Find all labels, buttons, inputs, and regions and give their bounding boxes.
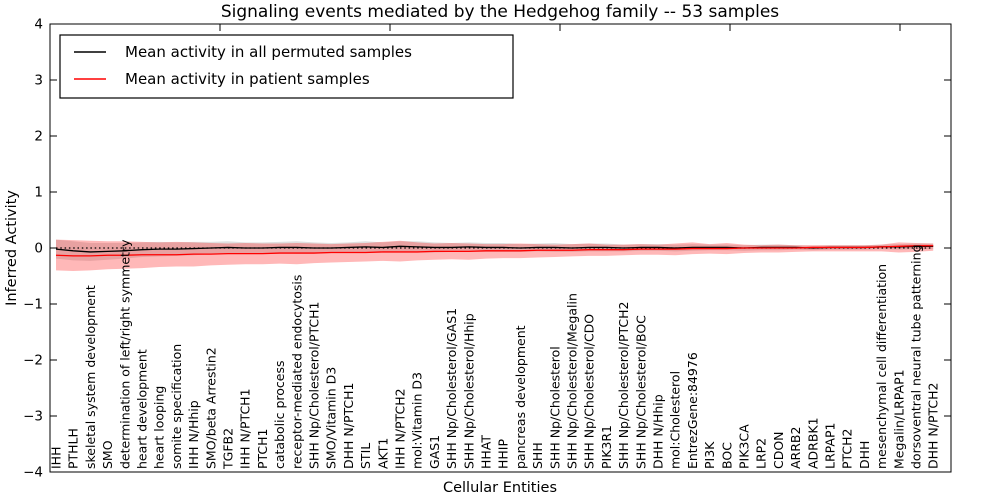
y-tick-label: 2	[34, 129, 43, 145]
legend-label-permuted: Mean activity in all permuted samples	[125, 43, 412, 61]
axes-frame	[49, 23, 952, 473]
entity-tick-label: PIK3R1	[599, 425, 614, 469]
chart-title: Signaling events mediated by the Hedgeho…	[221, 2, 779, 22]
entity-tick-label: IHH N/PTCH2	[393, 388, 408, 469]
entity-tick-label: mesenchymal cell differentiation	[874, 264, 889, 469]
entity-tick-label: GAS1	[427, 435, 442, 469]
entity-tick-label: PIK3CA	[737, 424, 752, 469]
entity-tick-label: catabolic process	[272, 360, 287, 469]
entity-tick-label: IHH	[49, 447, 64, 470]
y-tick-label: −2	[23, 353, 43, 369]
y-tick-label: −4	[23, 465, 43, 481]
entity-tick-label: SHH Np/Cholesterol	[547, 346, 562, 469]
entity-tick-label: SHH Np/Cholesterol/CDO	[582, 314, 597, 469]
legend-label-patient: Mean activity in patient samples	[125, 70, 370, 88]
band-patient	[56, 239, 934, 271]
entity-tick-label: mol:Cholesterol	[668, 371, 683, 469]
y-tick-label: 3	[34, 73, 43, 89]
entity-tick-label: ADRBK1	[805, 417, 820, 469]
y-tick-label: −3	[23, 409, 43, 425]
entity-tick-label: BOC	[719, 442, 734, 469]
x-axis-entity-labels: IHH PTHLH skeletal system development SMO de…	[49, 239, 941, 470]
entity-tick-label: pancreas development	[513, 325, 528, 469]
entity-tick-label: mol:Vitamin D3	[410, 372, 425, 469]
entity-tick-label: SHH Np/Cholesterol/Hhip	[461, 313, 476, 469]
entity-tick-label: SHH Np/Cholesterol/PTCH2	[616, 302, 631, 470]
entity-tick-label: HHAT	[479, 435, 494, 469]
entity-tick-label: LRP2	[754, 438, 769, 469]
y-tick-label: −1	[23, 297, 43, 313]
legend: Mean activity in all permuted samples Me…	[59, 34, 514, 99]
entity-tick-label: heart looping	[152, 386, 167, 469]
entity-tick-label: skeletal system development	[83, 285, 98, 469]
entity-tick-label: PTCH2	[840, 428, 855, 469]
entity-tick-label: TGFB2	[221, 428, 236, 470]
entity-tick-label: SHH Np/Cholesterol/PTCH1	[307, 302, 322, 470]
entity-tick-label: PI3K	[702, 441, 717, 469]
y-axis-ticks: 4 3 2 1 0 −1 −2 −3 −4	[23, 17, 951, 481]
x-axis-label: Cellular Entities	[443, 480, 557, 496]
entity-tick-label: STIL	[358, 443, 373, 469]
entity-tick-label: ARRB2	[788, 427, 803, 469]
entity-tick-label: SMO/beta Arrestin2	[203, 347, 218, 469]
entity-tick-label: heart development	[135, 349, 150, 469]
entity-tick-label: DHH	[857, 441, 872, 469]
entity-tick-label: SHH	[530, 442, 545, 469]
top-axis-ticks	[219, 24, 901, 31]
y-tick-label: 4	[34, 17, 43, 33]
entity-tick-label: DHH N/PTCH1	[341, 383, 356, 469]
entity-tick-label: Megalin/LRPAP1	[891, 369, 906, 469]
entity-tick-label: SMO/Vitamin D3	[324, 367, 339, 469]
entity-tick-label: IHH N/PTCH1	[238, 388, 253, 469]
entity-tick-label: somite specification	[169, 344, 184, 469]
confidence-bands	[56, 239, 934, 271]
entity-tick-label: PTCH1	[255, 428, 270, 469]
entity-tick-label: PTHLH	[66, 428, 81, 469]
entity-tick-label: dorsoventral neural tube patterning	[909, 245, 924, 470]
entity-tick-label: EntrezGene:84976	[685, 352, 700, 469]
entity-tick-label: DHH N/PTCH2	[926, 383, 941, 469]
entity-tick-label: DHH N/Hhip	[651, 394, 666, 469]
entity-tick-label: SHH Np/Cholesterol/Megalin	[565, 293, 580, 469]
y-tick-label: 0	[34, 241, 43, 257]
entity-tick-label: AKT1	[375, 438, 390, 469]
entity-tick-label: SHH Np/Cholesterol/GAS1	[444, 308, 459, 469]
entity-tick-label: SHH Np/Cholesterol/BOC	[633, 315, 648, 469]
line-patient-mean	[55, 245, 934, 257]
mean-lines	[55, 245, 934, 257]
y-tick-label: 1	[34, 185, 43, 201]
y-axis-label: Inferred Activity	[4, 190, 20, 306]
entity-tick-label: SMO	[100, 440, 115, 469]
legend-box	[59, 34, 514, 99]
entity-tick-label: receptor-mediated endocytosis	[289, 275, 304, 469]
entity-tick-label: HHIP	[496, 439, 511, 469]
entity-tick-label: CDON	[771, 431, 786, 469]
entity-tick-label: IHH N/Hhip	[186, 400, 201, 469]
entity-tick-label: LRPAP1	[823, 423, 838, 469]
entity-tick-label: determination of left/right symmetry	[117, 239, 132, 469]
